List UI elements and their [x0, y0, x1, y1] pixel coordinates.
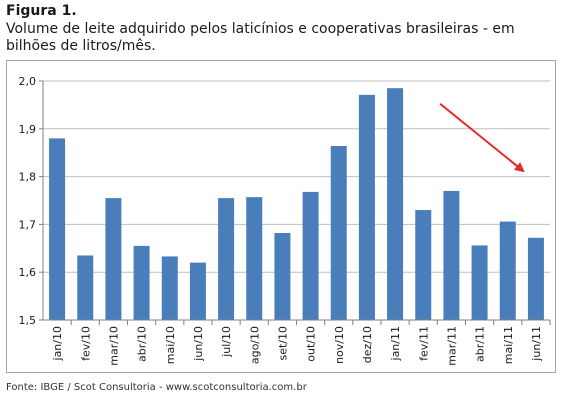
x-tick-label: jul/10 — [220, 326, 233, 358]
bar-abr-11 — [471, 245, 488, 320]
bar-jul-10 — [218, 198, 235, 320]
source-note: Fonte: IBGE / Scot Consultoria - www.sco… — [6, 382, 307, 393]
x-tick-label: dez/10 — [361, 326, 374, 363]
x-tick-label: jan/11 — [389, 326, 402, 361]
x-tick-label: fev/10 — [79, 326, 92, 361]
y-tick-label: 1,5 — [19, 314, 37, 327]
x-tick-label: mar/10 — [107, 326, 120, 366]
x-tick-label: out/10 — [305, 326, 318, 362]
chart-container: 1,5 1,6 1,7 1,8 1,9 2,0 jan/10 fev/10 mar/10 abr… — [6, 60, 556, 373]
trend-arrow — [439, 103, 525, 173]
bar-mai-11 — [499, 221, 516, 320]
x-tick-label: mar/11 — [445, 326, 458, 366]
x-tick-label: ago/10 — [248, 326, 261, 364]
y-tick-label: 1,7 — [19, 218, 37, 231]
bar-fev-10 — [77, 255, 94, 320]
bar-jan-11 — [387, 88, 404, 320]
figure-title: Volume de leite adquirido pelos laticíni… — [6, 21, 515, 54]
y-tick-label: 2,0 — [19, 75, 37, 88]
bar-set-10 — [274, 233, 291, 320]
bar-abr-10 — [133, 245, 150, 320]
bar-jun-11 — [527, 237, 544, 320]
bar-dez-10 — [358, 94, 375, 320]
x-tick-label: jun/10 — [192, 326, 205, 362]
bar-fev-11 — [415, 210, 432, 320]
x-tick-label: set/10 — [276, 326, 289, 361]
bar-mar-10 — [105, 198, 122, 320]
bar-jan-10 — [49, 138, 66, 320]
bar-mai-10 — [161, 256, 178, 320]
bar-jun-10 — [189, 262, 206, 320]
bar-nov-10 — [330, 146, 347, 320]
x-tick-label: jan/10 — [51, 326, 64, 361]
x-tick-label: fev/11 — [417, 326, 430, 361]
x-tick-label: nov/10 — [333, 326, 346, 364]
y-tick-label: 1,9 — [19, 123, 37, 136]
x-tick-label: mai/10 — [164, 326, 177, 364]
bar-ago-10 — [246, 197, 263, 320]
x-tick-label: mai/11 — [502, 326, 515, 364]
x-tick-label: jun/11 — [530, 326, 543, 362]
y-tick-label: 1,6 — [19, 266, 37, 279]
y-tick-label: 1,8 — [19, 171, 37, 184]
x-tick-label: abr/11 — [474, 326, 487, 362]
bar-chart: 1,5 1,6 1,7 1,8 1,9 2,0 jan/10 fev/10 mar/10 abr… — [19, 75, 551, 366]
x-tick-label: abr/10 — [136, 326, 149, 362]
bar-mar-11 — [443, 190, 460, 320]
figure-label: Figura 1. — [6, 3, 77, 19]
bar-out-10 — [302, 191, 319, 320]
